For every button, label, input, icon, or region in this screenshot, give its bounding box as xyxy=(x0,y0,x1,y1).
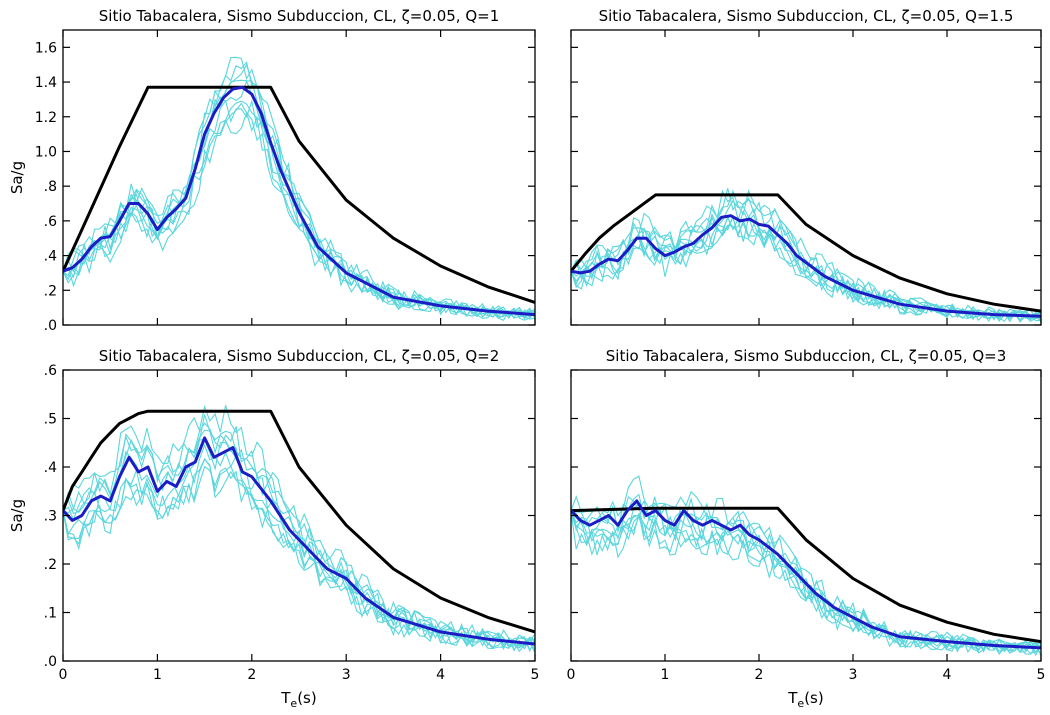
panel-title: Sitio Tabacalera, Sismo Subduccion, CL, … xyxy=(99,7,499,25)
record-spectrum-line xyxy=(571,188,1041,317)
x-tick-label: 5 xyxy=(1037,667,1046,683)
design-spectrum-line xyxy=(63,409,535,634)
y-tick-label: .3 xyxy=(44,509,57,525)
record-spectrum-line xyxy=(63,465,535,651)
y-tick-label: .8 xyxy=(44,179,57,195)
record-spectrum-line xyxy=(63,422,535,646)
x-tick-label: 3 xyxy=(849,667,858,683)
y-tick-label: 1.2 xyxy=(35,110,57,126)
x-tick-label: 1 xyxy=(661,667,670,683)
chart-panel-4: Sitio Tabacalera, Sismo Subduccion, CL, … xyxy=(567,347,1046,710)
record-spectrum-line xyxy=(571,475,1041,652)
plot-frame xyxy=(570,29,1042,326)
panel-title: Sitio Tabacalera, Sismo Subduccion, CL, … xyxy=(599,7,1014,25)
plot-frame xyxy=(62,369,536,662)
plot-frame xyxy=(62,29,536,326)
chart-panel-3: Sitio Tabacalera, Sismo Subduccion, CL, … xyxy=(8,347,539,710)
plot-frame xyxy=(570,369,1042,662)
y-axis-label: Sa/g xyxy=(8,499,26,532)
x-tick-label: 4 xyxy=(436,667,445,683)
panel-title: Sitio Tabacalera, Sismo Subduccion, CL, … xyxy=(606,347,1006,365)
record-spectrum-line xyxy=(571,493,1041,654)
record-spectrum-line xyxy=(63,102,535,319)
mean-spectrum-line xyxy=(63,436,535,646)
y-tick-label: .6 xyxy=(44,214,57,230)
x-tick-label: 0 xyxy=(567,667,576,683)
x-tick-label: 4 xyxy=(943,667,952,683)
record-spectrum-line xyxy=(571,189,1041,322)
y-tick-label: .1 xyxy=(44,606,57,622)
record-spectrum-line xyxy=(63,56,535,320)
x-tick-label: 3 xyxy=(342,667,351,683)
record-spectrum-line xyxy=(571,510,1041,654)
mean-spectrum-line xyxy=(571,499,1041,650)
x-tick-label: 2 xyxy=(755,667,764,683)
record-spectrum-line xyxy=(63,414,535,649)
record-spectrum-line xyxy=(63,458,535,654)
x-tick-label: 0 xyxy=(59,667,68,683)
x-tick-label: 5 xyxy=(531,667,540,683)
y-tick-label: .6 xyxy=(44,363,57,379)
chart-panel-2: Sitio Tabacalera, Sismo Subduccion, CL, … xyxy=(570,7,1042,326)
design-spectrum-line xyxy=(63,85,535,304)
y-tick-label: 1.4 xyxy=(35,75,57,91)
y-axis-label: Sa/g xyxy=(8,161,26,194)
record-spectrum-line xyxy=(571,503,1041,656)
y-tick-label: .2 xyxy=(44,283,57,299)
design-spectrum-line xyxy=(571,506,1041,644)
record-spectrum-line xyxy=(63,111,535,322)
chart-panel-1: Sitio Tabacalera, Sismo Subduccion, CL, … xyxy=(8,7,536,334)
record-spectrum-line xyxy=(63,457,535,653)
panel-title: Sitio Tabacalera, Sismo Subduccion, CL, … xyxy=(99,347,499,365)
y-tick-label: .0 xyxy=(44,318,57,334)
x-tick-label: 1 xyxy=(153,667,162,683)
design-spectrum-line xyxy=(571,193,1041,313)
mean-spectrum-line xyxy=(63,85,535,317)
y-tick-label: 1.6 xyxy=(35,40,57,56)
y-tick-label: .4 xyxy=(44,460,57,476)
mean-spectrum-line xyxy=(571,214,1041,318)
record-spectrum-line xyxy=(63,61,535,318)
record-spectrum-line xyxy=(63,443,535,653)
y-tick-label: .4 xyxy=(44,249,57,265)
x-tick-label: 2 xyxy=(247,667,256,683)
y-tick-label: 1.0 xyxy=(35,144,57,160)
y-tick-label: .2 xyxy=(44,557,57,573)
x-axis-label: Te(s) xyxy=(280,689,316,710)
x-axis-label: Te(s) xyxy=(787,689,823,710)
record-spectrum-line xyxy=(571,189,1041,320)
record-spectrum-line xyxy=(63,79,535,318)
y-tick-label: .5 xyxy=(44,412,57,428)
y-tick-label: .0 xyxy=(44,654,57,670)
